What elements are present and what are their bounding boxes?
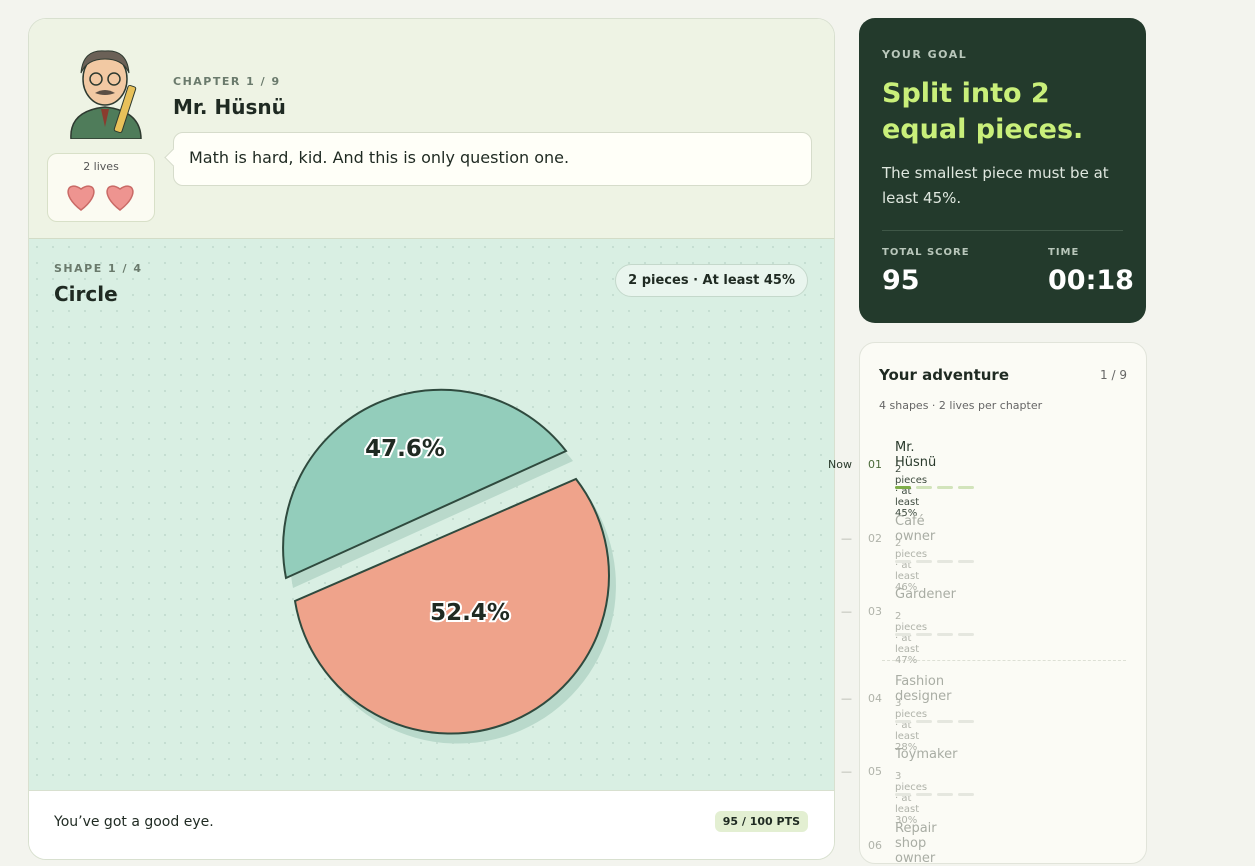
progress-dash <box>916 560 932 563</box>
time-value: 00:18 <box>1048 265 1134 296</box>
item-number: 03 <box>868 605 882 618</box>
adventure-subtitle: 4 shapes · 2 lives per chapter <box>879 399 1043 412</box>
speech-text: Math is hard, kid. And this is only ques… <box>189 148 570 167</box>
progress-dash <box>916 720 932 723</box>
goal-title: Split into 2 equal pieces. <box>882 78 1084 145</box>
item-detail: 2 pieces · at least 47% <box>895 611 928 666</box>
item-name: Fashion designer <box>895 674 952 704</box>
page: Split game {"chapter": {"label": "CHAPTE… <box>28 18 1147 866</box>
progress-dash <box>937 560 953 563</box>
goal-card: YOUR GOAL Split into 2 equal pieces. The… <box>859 18 1146 323</box>
progress-dash <box>916 793 932 796</box>
lives-box: 2 lives <box>47 153 155 222</box>
adventure-card: Your adventure 1 / 9 4 shapes · 2 lives … <box>828 342 1147 866</box>
game-panel: 2 lives CHAPTER 1 / 9 Mr. Hüsnü Math is … <box>28 18 835 860</box>
shape-label: SHAPE 1 / 4 <box>54 262 143 275</box>
progress-dash <box>937 720 953 723</box>
item-number: 05 <box>868 765 882 778</box>
item-status: — <box>841 692 852 705</box>
progress-dash <box>937 486 953 489</box>
progress-dash <box>937 633 953 636</box>
piece[interactable] <box>293 477 610 735</box>
score-label: TOTAL SCORE <box>882 247 970 258</box>
progress-dash <box>958 633 974 636</box>
progress-dash <box>895 793 911 796</box>
time-label: TIME <box>1048 247 1080 258</box>
item-number: 01 <box>868 458 882 471</box>
progress-dash <box>958 560 974 563</box>
feedback-bar: You’ve got a good eye. 95 / 100 PTS <box>29 790 834 859</box>
item-status: Now <box>828 458 852 471</box>
item-detail: 3 pieces · at least 30% <box>895 771 928 826</box>
requirement-badge: 2 pieces · At least 45% <box>615 264 808 297</box>
piece-label: 47.6% <box>365 436 445 462</box>
shape-name: Circle <box>54 282 118 306</box>
item-detail: 2 pieces · at least 45% <box>895 464 928 519</box>
progress-dash <box>895 633 911 636</box>
item-name: Repair shop owner <box>895 821 937 866</box>
adventure-progress: 1 / 9 <box>1100 368 1127 382</box>
body: 2 lives CHAPTER 1 / 9 Mr. Hüsnü Math is … <box>28 18 1147 866</box>
progress-dash <box>916 633 932 636</box>
shape-canvas: 47.6% 52.4% <box>282 388 616 744</box>
item-status: — <box>841 605 852 618</box>
item-name: Toymaker <box>895 747 958 762</box>
shape-stage: SHAPE 1 / 4 Circle 2 pieces · At least 4… <box>29 239 834 790</box>
hearts <box>67 185 134 211</box>
item-number: 04 <box>868 692 882 705</box>
chapter-label: CHAPTER 1 / 9 <box>173 75 281 88</box>
piece[interactable] <box>282 388 568 580</box>
progress-dash <box>895 486 911 489</box>
item-number: 02 <box>868 532 882 545</box>
item-detail: 2 pieces · at least 46% <box>895 538 928 593</box>
character-portrait <box>70 50 142 139</box>
piece-label: 52.4% <box>430 600 510 626</box>
progress-dash <box>937 793 953 796</box>
item-name: Gardener <box>895 587 956 602</box>
goal-label: YOUR GOAL <box>882 48 968 61</box>
item-name: Café owner <box>895 514 936 544</box>
progress-dash <box>895 720 911 723</box>
item-number: 06 <box>868 839 882 852</box>
points-badge: 95 / 100 PTS <box>714 811 808 832</box>
character-name: Mr. Hüsnü <box>173 95 286 119</box>
progress-dash <box>895 560 911 563</box>
progress-dash <box>958 720 974 723</box>
item-status: — <box>841 532 852 545</box>
chapter-header: 2 lives CHAPTER 1 / 9 Mr. Hüsnü Math is … <box>29 19 834 239</box>
goal-text: The smallest piece must be at least 45%. <box>882 164 1109 207</box>
item-name: Mr. Hüsnü <box>895 440 937 470</box>
progress-dash <box>958 486 974 489</box>
feedback-text: You’ve got a good eye. <box>54 814 214 830</box>
lives-label: 2 lives <box>83 160 119 173</box>
progress-dash <box>916 486 932 489</box>
adventure-title: Your adventure <box>879 366 1009 384</box>
speech-bubble: Math is hard, kid. And this is only ques… <box>164 132 812 186</box>
score-value: 95 <box>882 265 920 296</box>
item-status: — <box>841 765 852 778</box>
progress-dash <box>958 793 974 796</box>
item-detail: 3 pieces · at least 28% <box>895 698 928 753</box>
